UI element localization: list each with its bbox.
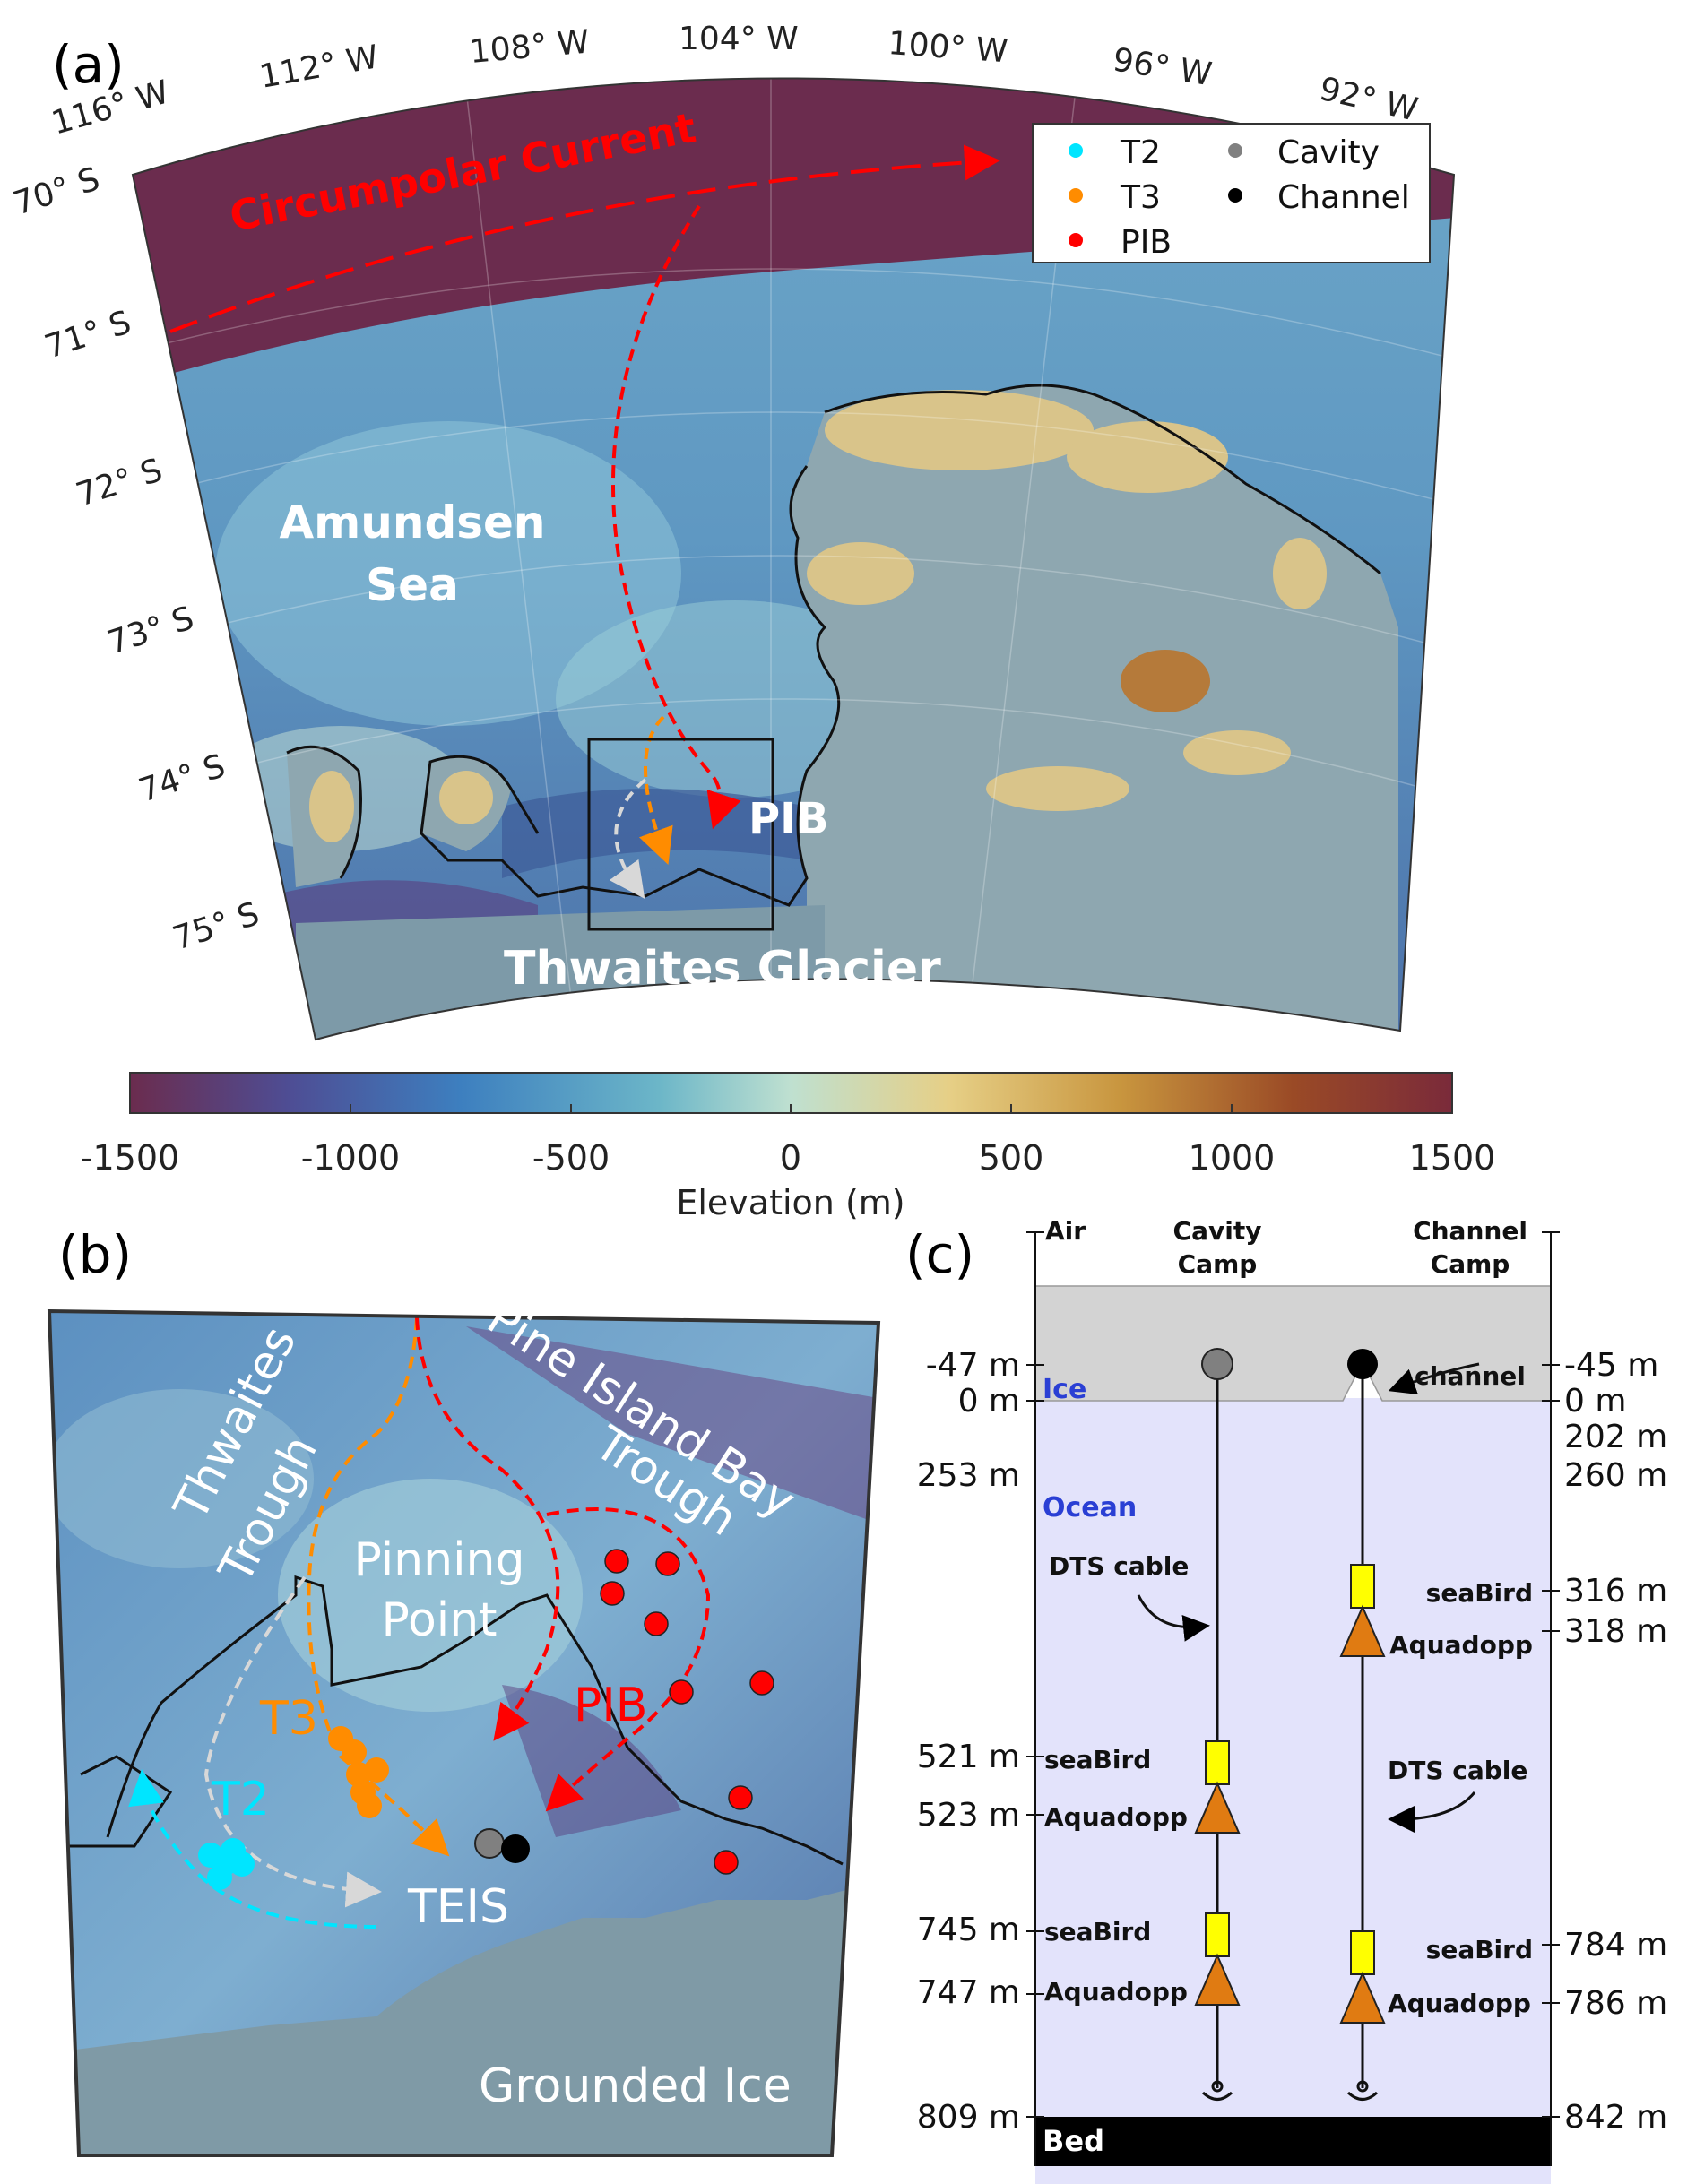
- depth-right: 202 m: [1564, 1419, 1667, 1455]
- lon-label: 92° W: [1316, 71, 1421, 129]
- lon-label: 100° W: [887, 25, 1008, 70]
- depth-right: -45 m: [1564, 1347, 1658, 1384]
- lat-label: 70° S: [9, 160, 104, 222]
- mooring-diagram: [1026, 1231, 1560, 2184]
- colorbar-tick: 500: [979, 1138, 1044, 1178]
- cavity-camp-label: Camp: [1178, 1249, 1258, 1279]
- legend-marker: [1069, 143, 1083, 158]
- colorbar-tick: 1000: [1189, 1138, 1276, 1178]
- panel-c-label: (c): [905, 1224, 974, 1285]
- legend-marker: [1228, 188, 1242, 203]
- legend-label: Channel: [1277, 179, 1410, 216]
- depth-left: 0 m: [958, 1383, 1020, 1420]
- teis-label: TEIS: [407, 1880, 509, 1934]
- depth-right: 842 m: [1564, 2099, 1667, 2136]
- lon-label: 96° W: [1111, 41, 1215, 93]
- depth-left: 523 m: [917, 1797, 1020, 1834]
- ice-label: Ice: [1043, 1374, 1086, 1405]
- longitude-labels: 116° W 112° W 108° W 104° W 100° W 96° W…: [48, 21, 1421, 142]
- colorbar-tick: -500: [532, 1138, 610, 1178]
- study-area-box: [587, 738, 774, 931]
- seabird-label: seaBird: [1044, 1745, 1151, 1774]
- lat-label: 73° S: [103, 600, 198, 661]
- cavity-camp-label: Cavity: [1173, 1216, 1262, 1246]
- aquadopp-label: Aquadopp: [1044, 1977, 1188, 2007]
- pinning-point-label: Point: [381, 1593, 497, 1647]
- lon-label: 112° W: [256, 39, 381, 96]
- channel-camp-label: Camp: [1431, 1249, 1510, 1279]
- seabird-label: seaBird: [1044, 1917, 1151, 1947]
- depth-right: 0 m: [1564, 1383, 1626, 1420]
- lat-label: 75° S: [169, 895, 264, 957]
- colorbar-tick: 1500: [1409, 1138, 1496, 1178]
- sea-label: Amundsen: [279, 496, 545, 548]
- legend-label: Cavity: [1277, 134, 1380, 171]
- depth-left: 809 m: [917, 2099, 1020, 2136]
- seabird-label: seaBird: [1426, 1935, 1533, 1964]
- lon-label: 108° W: [468, 23, 591, 71]
- t3-label: T3: [259, 1692, 318, 1746]
- depth-right: 316 m: [1564, 1573, 1667, 1610]
- depth-right: 784 m: [1564, 1927, 1667, 1964]
- lat-label: 71° S: [40, 304, 135, 366]
- sea-label: Sea: [366, 559, 459, 611]
- channel-camp-label: Channel: [1413, 1216, 1527, 1246]
- lat-label: 74° S: [134, 747, 229, 809]
- panel-b-label: (b): [58, 1224, 132, 1285]
- lat-label: 72° S: [72, 452, 167, 514]
- depth-left: 747 m: [917, 1974, 1020, 2011]
- study-area-map: [49, 1311, 878, 2155]
- air-label: Air: [1045, 1216, 1086, 1246]
- depth-left: 521 m: [917, 1739, 1020, 1775]
- channel-annotation: channel: [1415, 1361, 1526, 1391]
- colorbar-label: Elevation (m): [676, 1183, 904, 1222]
- pinning-point-label: Pinning: [354, 1533, 525, 1587]
- current-arrow: [169, 144, 1000, 333]
- legend-label: T3: [1120, 179, 1161, 216]
- cavity-marker: [474, 1828, 505, 1859]
- legend-label: T2: [1120, 134, 1161, 171]
- aquadopp-label: Aquadopp: [1389, 1630, 1533, 1660]
- pib-point-label: PIB: [574, 1679, 647, 1732]
- seabird-label: seaBird: [1426, 1578, 1533, 1608]
- ocean-label: Ocean: [1043, 1492, 1137, 1524]
- colorbar: -1500 -1000 -500 0 500 1000 1500 Elevati…: [81, 1072, 1496, 1222]
- bed-layer: [1035, 2117, 1551, 2166]
- legend-marker: [1228, 143, 1242, 158]
- map-legend: T2 T3 PIB Cavity Channel: [1032, 123, 1431, 263]
- legend-marker: [1069, 233, 1083, 247]
- channel-marker: [501, 1834, 530, 1863]
- legend-marker: [1069, 188, 1083, 203]
- dts-cable-annotation: DTS cable: [1049, 1551, 1189, 1581]
- t2-label: T2: [211, 1773, 270, 1826]
- depth-right: 786 m: [1564, 1985, 1667, 2022]
- aquadopp-label: Aquadopp: [1388, 1989, 1531, 2018]
- glacier-label: Thwaites Glacier: [504, 942, 941, 996]
- depth-left: 253 m: [917, 1457, 1020, 1494]
- colorbar-tick: -1500: [81, 1138, 179, 1178]
- grounded-ice-label: Grounded Ice: [479, 2059, 792, 2113]
- pib-label: PIB: [748, 794, 829, 844]
- panel-a-label: (a): [52, 34, 125, 95]
- aquadopp-label: Aquadopp: [1044, 1802, 1188, 1832]
- depth-right: 260 m: [1564, 1457, 1667, 1494]
- depth-left: 745 m: [917, 1912, 1020, 1948]
- colorbar-tick: -1000: [301, 1138, 400, 1178]
- depth-left: -47 m: [926, 1347, 1020, 1384]
- dts-cable-annotation: DTS cable: [1388, 1756, 1527, 1785]
- lon-label: 104° W: [679, 21, 799, 57]
- ocean-layer: [1035, 1398, 1551, 2184]
- depth-right: 318 m: [1564, 1613, 1667, 1650]
- colorbar-tick: 0: [780, 1138, 801, 1178]
- legend-label: PIB: [1121, 224, 1172, 261]
- bed-label: Bed: [1043, 2124, 1104, 2158]
